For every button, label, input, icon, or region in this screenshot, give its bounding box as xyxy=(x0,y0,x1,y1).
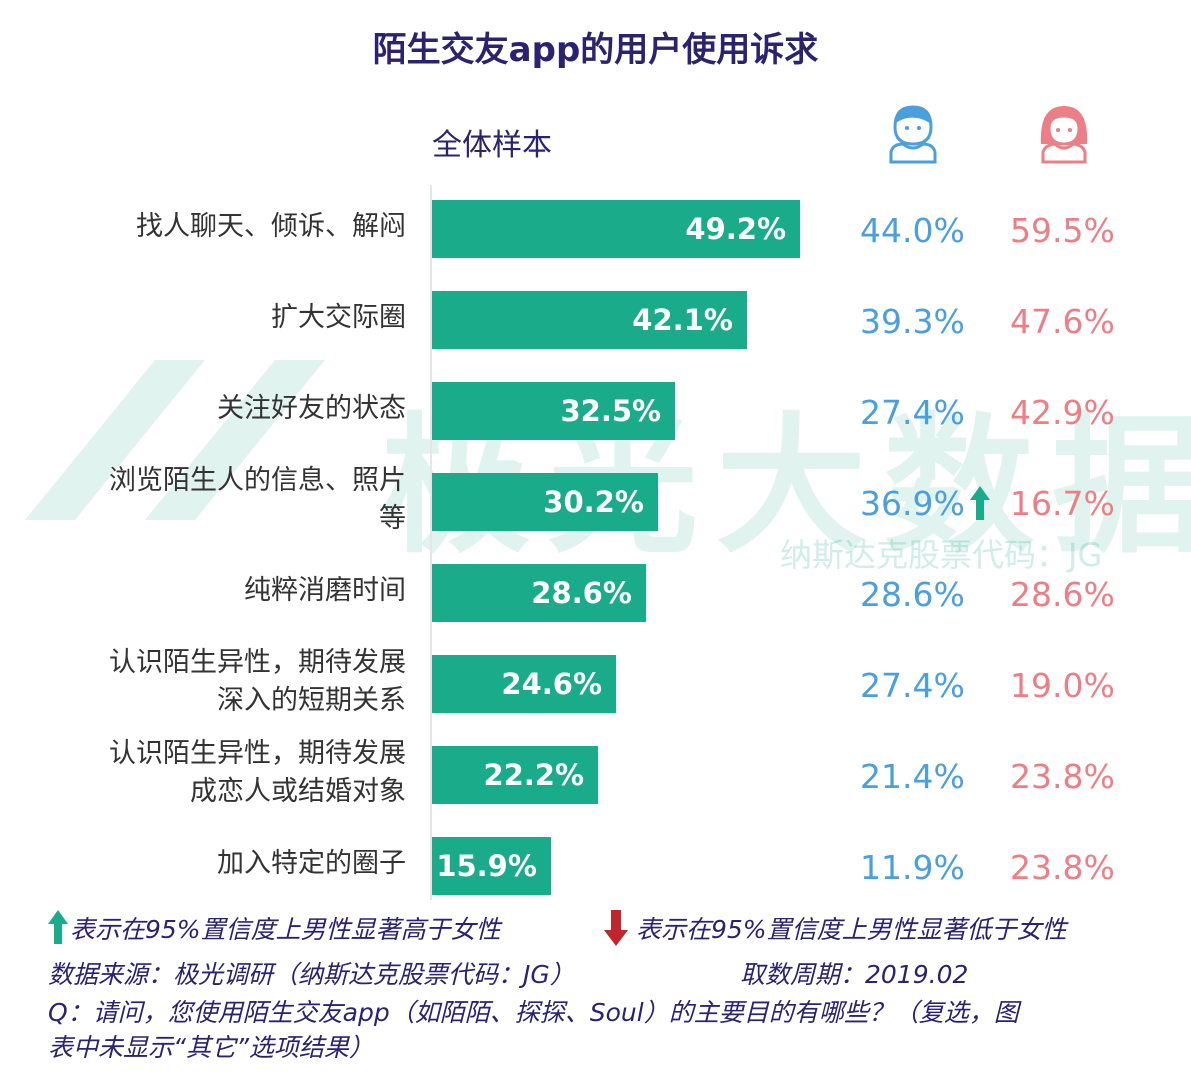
bar: 32.5% xyxy=(432,382,676,440)
male-value-label: 21.4% xyxy=(860,757,965,796)
data-source: 数据来源：极光调研（纳斯达克股票代码：JG） xyxy=(48,960,575,989)
category-label-line: 浏览陌生人的信息、照片 xyxy=(109,465,406,496)
category-label-line: 纯粹消磨时间 xyxy=(244,575,406,606)
significance-up-arrow-icon xyxy=(970,486,990,520)
legend-up: 表示在95%置信度上男性显著高于女性 xyxy=(70,915,501,944)
category-label: 关注好友的状态 xyxy=(217,390,406,428)
category-label-line: 关注好友的状态 xyxy=(217,393,406,424)
down-arrow-icon xyxy=(604,910,628,946)
bar: 30.2% xyxy=(432,473,658,531)
category-label: 纯粹消磨时间 xyxy=(244,572,406,610)
category-label-line: 扩大交际圈 xyxy=(271,302,406,333)
category-label: 浏览陌生人的信息、照片等 xyxy=(109,462,406,538)
category-label-line: 加入特定的圈子 xyxy=(217,848,406,879)
watermark-logo xyxy=(25,360,325,520)
bar-value-label: 49.2% xyxy=(685,212,786,246)
survey-question-line1: Q：请问，您使用陌生交友app（如陌陌、探探、Soul）的主要目的有哪些？（复选… xyxy=(48,998,1019,1027)
watermark-ticker: 纳斯达克股票代码：JG xyxy=(780,536,1103,574)
bar: 42.1% xyxy=(432,291,747,349)
category-label: 扩大交际圈 xyxy=(271,299,406,337)
category-label-line: 认识陌生异性，期待发展 xyxy=(109,738,406,769)
category-label: 找人聊天、倾诉、解闷 xyxy=(136,208,406,246)
survey-question-line2: 表中未显示“其它”选项结果） xyxy=(48,1033,374,1062)
male-value-label: 27.4% xyxy=(860,393,965,432)
male-avatar-icon xyxy=(889,105,937,164)
bar-value-label: 42.1% xyxy=(632,303,733,337)
bar: 15.9% xyxy=(432,837,551,895)
male-value-label: 36.9% xyxy=(860,484,965,523)
female-value-label: 59.5% xyxy=(1010,211,1115,250)
bar-value-label: 15.9% xyxy=(436,849,537,883)
female-value-label: 23.8% xyxy=(1010,757,1115,796)
female-value-label: 47.6% xyxy=(1010,302,1115,341)
female-value-label: 19.0% xyxy=(1010,666,1115,705)
bar-value-label: 28.6% xyxy=(531,576,632,610)
male-value-label: 39.3% xyxy=(860,302,965,341)
category-label-line: 找人聊天、倾诉、解闷 xyxy=(136,211,406,242)
female-avatar-icon xyxy=(1040,106,1088,164)
bar: 28.6% xyxy=(432,564,646,622)
chart-subtitle: 全体样本 xyxy=(432,128,552,163)
female-value-label: 42.9% xyxy=(1010,393,1115,432)
male-value-label: 27.4% xyxy=(860,666,965,705)
category-label-line: 认识陌生异性，期待发展 xyxy=(109,647,406,678)
category-label-line: 深入的短期关系 xyxy=(217,685,406,716)
up-arrow-icon xyxy=(48,910,68,944)
female-value-label: 28.6% xyxy=(1010,575,1115,614)
male-value-label: 11.9% xyxy=(860,848,965,887)
bar: 49.2% xyxy=(432,200,800,258)
bar: 22.2% xyxy=(432,746,599,804)
bar-value-label: 24.6% xyxy=(501,667,602,701)
bar-value-label: 30.2% xyxy=(543,485,644,519)
category-axis xyxy=(430,185,432,900)
female-value-label: 23.8% xyxy=(1010,848,1115,887)
bar: 24.6% xyxy=(432,655,616,713)
category-label: 加入特定的圈子 xyxy=(217,845,406,883)
category-label: 认识陌生异性，期待发展成恋人或结婚对象 xyxy=(109,735,406,811)
category-label-line: 等 xyxy=(379,503,406,534)
data-period: 取数周期：2019.02 xyxy=(740,960,969,989)
bar-value-label: 22.2% xyxy=(483,758,585,792)
bar-value-label: 32.5% xyxy=(560,394,662,428)
category-label: 认识陌生异性，期待发展深入的短期关系 xyxy=(109,644,406,720)
female-value-label: 16.7% xyxy=(1010,484,1115,523)
male-value-label: 44.0% xyxy=(860,211,965,250)
male-value-label: 28.6% xyxy=(860,575,965,614)
chart-title: 陌生交友app的用户使用诉求 xyxy=(372,30,819,70)
category-label-line: 成恋人或结婚对象 xyxy=(190,776,406,807)
legend-down: 表示在95%置信度上男性显著低于女性 xyxy=(636,915,1067,944)
